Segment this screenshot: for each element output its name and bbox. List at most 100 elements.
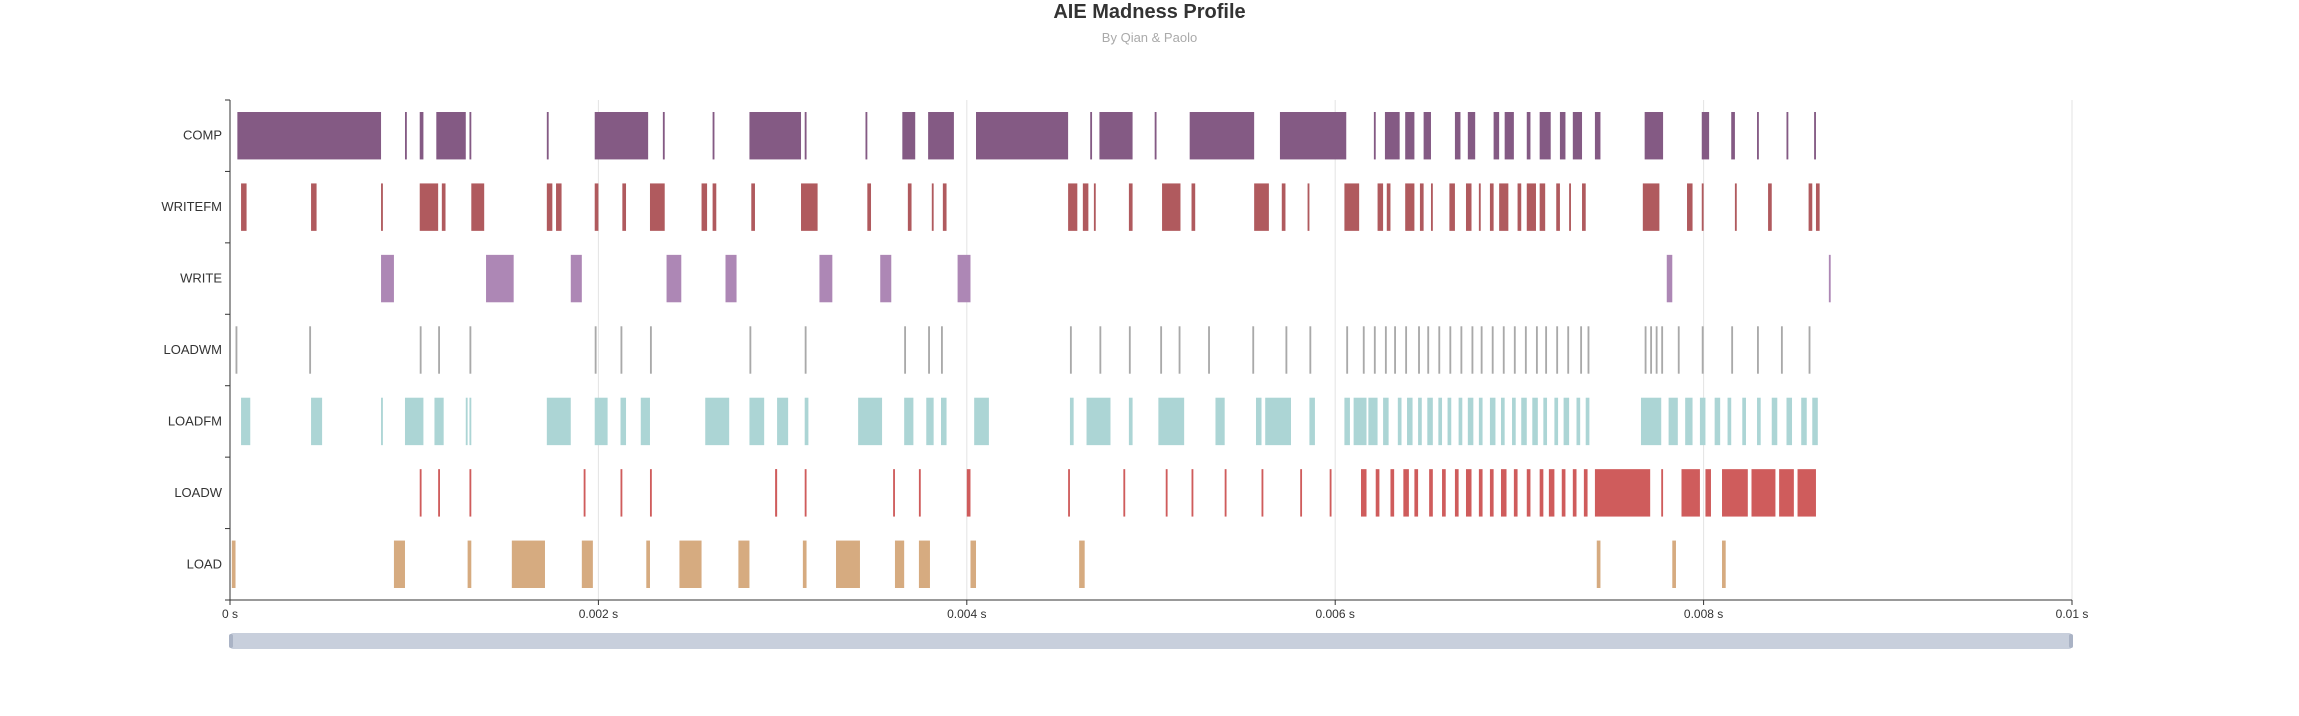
scrollbar-handle-right[interactable]	[2069, 634, 2073, 648]
bar-writefm[interactable]	[942, 183, 947, 231]
bar-writefm[interactable]	[1430, 183, 1433, 231]
bar-loadwm[interactable]	[1373, 326, 1376, 374]
bar-writefm[interactable]	[1556, 183, 1560, 231]
bar-loadw[interactable]	[649, 469, 652, 517]
bar-writefm[interactable]	[751, 183, 755, 231]
bar-loadw[interactable]	[1594, 469, 1651, 517]
bar-comp[interactable]	[1644, 112, 1664, 160]
bar-loadwm[interactable]	[1567, 326, 1570, 374]
bar-comp[interactable]	[928, 112, 954, 160]
bar-comp[interactable]	[1493, 112, 1500, 160]
bar-loadwm[interactable]	[1405, 326, 1408, 374]
bar-loadwm[interactable]	[1502, 326, 1505, 374]
bar-loadfm[interactable]	[974, 397, 989, 446]
bar-loadwm[interactable]	[1731, 326, 1734, 374]
bar-loadfm[interactable]	[1801, 397, 1807, 446]
bar-loadwm[interactable]	[1480, 326, 1483, 374]
bar-comp[interactable]	[1373, 112, 1376, 160]
bar-loadwm[interactable]	[1524, 326, 1527, 374]
bar-writefm[interactable]	[1162, 183, 1181, 231]
bar-loadfm[interactable]	[404, 397, 424, 446]
bar-loadfm[interactable]	[1489, 397, 1496, 446]
bar-loadw[interactable]	[1513, 469, 1518, 517]
bar-loadfm[interactable]	[620, 397, 627, 446]
bar-loadfm[interactable]	[1353, 397, 1367, 446]
bar-comp[interactable]	[902, 112, 916, 160]
bar-loadwm[interactable]	[1384, 326, 1387, 374]
bar-loadw[interactable]	[469, 469, 472, 517]
bar-write[interactable]	[880, 254, 892, 303]
bar-loadwm[interactable]	[1362, 326, 1365, 374]
bar-writefm[interactable]	[381, 183, 383, 231]
bar-loadwm[interactable]	[1252, 326, 1255, 374]
bar-loadw[interactable]	[1539, 469, 1544, 517]
bar-comp[interactable]	[1279, 112, 1347, 160]
bar-loadw[interactable]	[1500, 469, 1507, 517]
bar-loadfm[interactable]	[1309, 397, 1315, 446]
bar-comp[interactable]	[1099, 112, 1133, 160]
bar-loadfm[interactable]	[1418, 397, 1422, 446]
zoom-scrollbar[interactable]	[229, 633, 2073, 649]
bar-comp[interactable]	[1539, 112, 1551, 160]
bar-load[interactable]	[738, 540, 750, 588]
bar-loadw[interactable]	[1068, 469, 1070, 517]
bar-comp[interactable]	[1757, 112, 1759, 160]
bar-loadwm[interactable]	[1394, 326, 1396, 374]
bar-loadw[interactable]	[1797, 469, 1816, 517]
bar-write[interactable]	[486, 254, 514, 303]
bar-loadwm[interactable]	[1780, 326, 1783, 374]
bar-loadwm[interactable]	[1701, 326, 1704, 374]
bar-comp[interactable]	[1189, 112, 1255, 160]
bar-writefm[interactable]	[1191, 183, 1196, 231]
bar-loadfm[interactable]	[904, 397, 914, 446]
bar-writefm[interactable]	[1701, 183, 1704, 231]
bar-comp[interactable]	[404, 112, 407, 160]
bar-comp[interactable]	[436, 112, 466, 160]
bar-comp[interactable]	[419, 112, 424, 160]
bar-load[interactable]	[1672, 540, 1676, 588]
bar-comp[interactable]	[662, 112, 665, 160]
bar-comp[interactable]	[1384, 112, 1400, 160]
bar-write[interactable]	[381, 254, 394, 303]
bar-loadwm[interactable]	[1069, 326, 1072, 374]
bar-load[interactable]	[581, 540, 593, 588]
bar-loadwm[interactable]	[1438, 326, 1441, 374]
bar-comp[interactable]	[712, 112, 715, 160]
bar-loadfm[interactable]	[1458, 397, 1463, 446]
bar-loadfm[interactable]	[1344, 397, 1350, 446]
bar-loadwm[interactable]	[1460, 326, 1463, 374]
bar-loadfm[interactable]	[1255, 397, 1262, 446]
bar-loadw[interactable]	[1705, 469, 1711, 517]
bar-loadfm[interactable]	[1576, 397, 1581, 446]
bar-write[interactable]	[666, 254, 682, 303]
bar-loadwm[interactable]	[1178, 326, 1181, 374]
bar-comp[interactable]	[1814, 112, 1816, 160]
bar-loadw[interactable]	[620, 469, 623, 517]
bar-writefm[interactable]	[1768, 183, 1772, 231]
bar-loadwm[interactable]	[1545, 326, 1548, 374]
bar-writefm[interactable]	[1569, 183, 1571, 231]
bar-comp[interactable]	[1559, 112, 1566, 160]
bar-writefm[interactable]	[546, 183, 553, 231]
bar-loadwm[interactable]	[1160, 326, 1163, 374]
bar-loadfm[interactable]	[749, 397, 765, 446]
bar-loadwm[interactable]	[1535, 326, 1538, 374]
bar-comp[interactable]	[1594, 112, 1601, 160]
bar-loadwm[interactable]	[1099, 326, 1102, 374]
bar-comp[interactable]	[1423, 112, 1431, 160]
bar-writefm[interactable]	[1419, 183, 1424, 231]
bar-load[interactable]	[894, 540, 905, 588]
bar-load[interactable]	[802, 540, 807, 588]
bar-load[interactable]	[1079, 540, 1085, 588]
bar-loadfm[interactable]	[1543, 397, 1548, 446]
bar-loadwm[interactable]	[1471, 326, 1474, 374]
bar-writefm[interactable]	[1128, 183, 1133, 231]
bar-loadfm[interactable]	[311, 397, 323, 446]
bar-loadfm[interactable]	[1727, 397, 1732, 446]
bar-loadwm[interactable]	[309, 326, 312, 374]
bar-loadwm[interactable]	[469, 326, 472, 374]
bar-loadw[interactable]	[966, 469, 971, 517]
bar-write[interactable]	[957, 254, 971, 303]
bar-loadfm[interactable]	[546, 397, 571, 446]
bar-loadw[interactable]	[1489, 469, 1494, 517]
